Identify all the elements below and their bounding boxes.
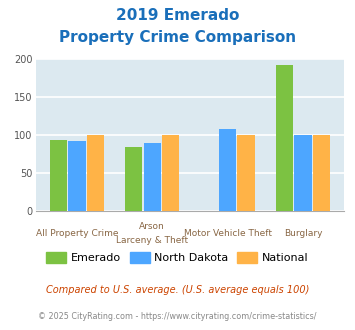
Bar [313,135,330,211]
Text: Burglary: Burglary [284,229,322,238]
Bar [144,143,161,211]
Text: All Property Crime: All Property Crime [36,229,118,238]
Legend: Emerado, North Dakota, National: Emerado, North Dakota, National [42,248,313,267]
Bar [237,135,255,211]
Bar [68,141,86,211]
Bar [87,135,104,211]
Bar [162,135,179,211]
Text: Compared to U.S. average. (U.S. average equals 100): Compared to U.S. average. (U.S. average … [46,285,309,295]
Text: 2019 Emerado: 2019 Emerado [116,8,239,23]
Bar [219,129,236,211]
Bar [125,147,142,211]
Bar [276,65,293,211]
Text: Larceny & Theft: Larceny & Theft [116,236,188,245]
Text: © 2025 CityRating.com - https://www.cityrating.com/crime-statistics/: © 2025 CityRating.com - https://www.city… [38,312,317,321]
Text: Property Crime Comparison: Property Crime Comparison [59,30,296,45]
Text: Arson: Arson [140,222,165,231]
Bar [50,140,67,211]
Bar [294,135,312,211]
Text: Motor Vehicle Theft: Motor Vehicle Theft [184,229,272,238]
